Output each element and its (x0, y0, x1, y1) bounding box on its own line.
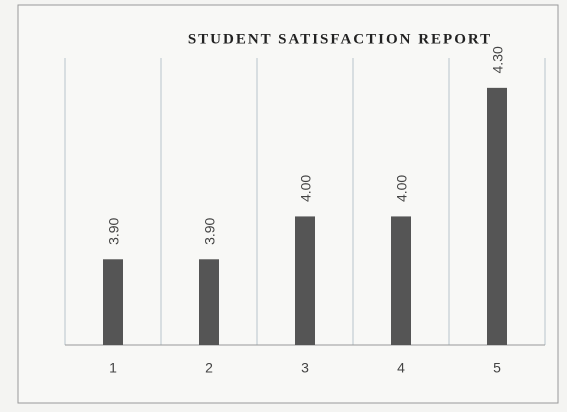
x-tick-label: 2 (205, 360, 213, 376)
data-label: 3.90 (202, 217, 218, 244)
data-label: 3.90 (106, 217, 122, 244)
data-label: 4.30 (490, 46, 506, 73)
bar (103, 259, 123, 345)
chart-frame (17, 4, 559, 404)
chart-title: STUDENT SATISFACTION REPORT (188, 31, 492, 47)
x-tick-label: 5 (493, 360, 501, 376)
x-tick-label: 4 (397, 360, 405, 376)
bar (199, 259, 219, 345)
data-label: 4.00 (394, 175, 410, 202)
bar (391, 216, 411, 345)
x-tick-label: 3 (301, 360, 309, 376)
bar (295, 216, 315, 345)
x-tick-label: 1 (109, 360, 117, 376)
bar (487, 87, 507, 345)
data-label: 4.00 (298, 175, 314, 202)
